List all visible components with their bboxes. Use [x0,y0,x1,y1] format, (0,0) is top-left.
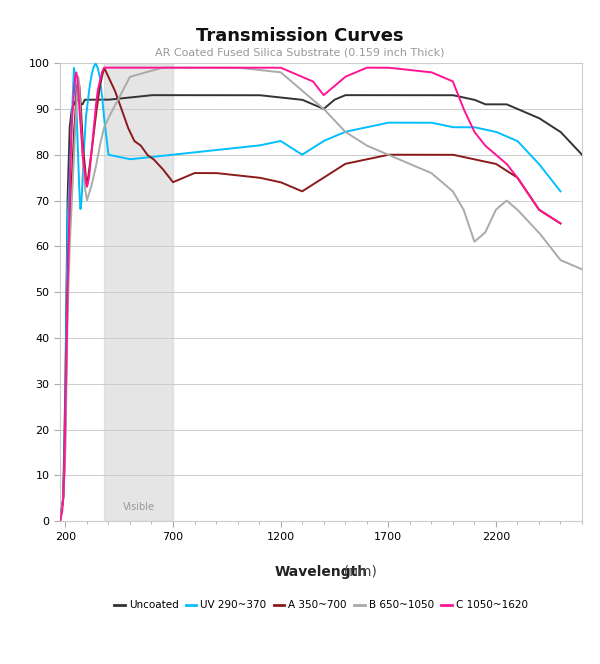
Bar [104,63,173,521]
Text: (nm): (nm) [265,565,377,579]
Legend: Uncoated, UV 290~370, A 350~700, B 650~1050, C 1050~1620: Uncoated, UV 290~370, A 350~700, B 650~1… [110,596,532,615]
Text: Wavelength: Wavelength [274,565,368,579]
Text: AR Coated Fused Silica Substrate (0.159 inch Thick): AR Coated Fused Silica Substrate (0.159 … [155,48,445,58]
Text: Transmission Curves: Transmission Curves [196,27,404,44]
Text: Visible: Visible [122,502,155,512]
